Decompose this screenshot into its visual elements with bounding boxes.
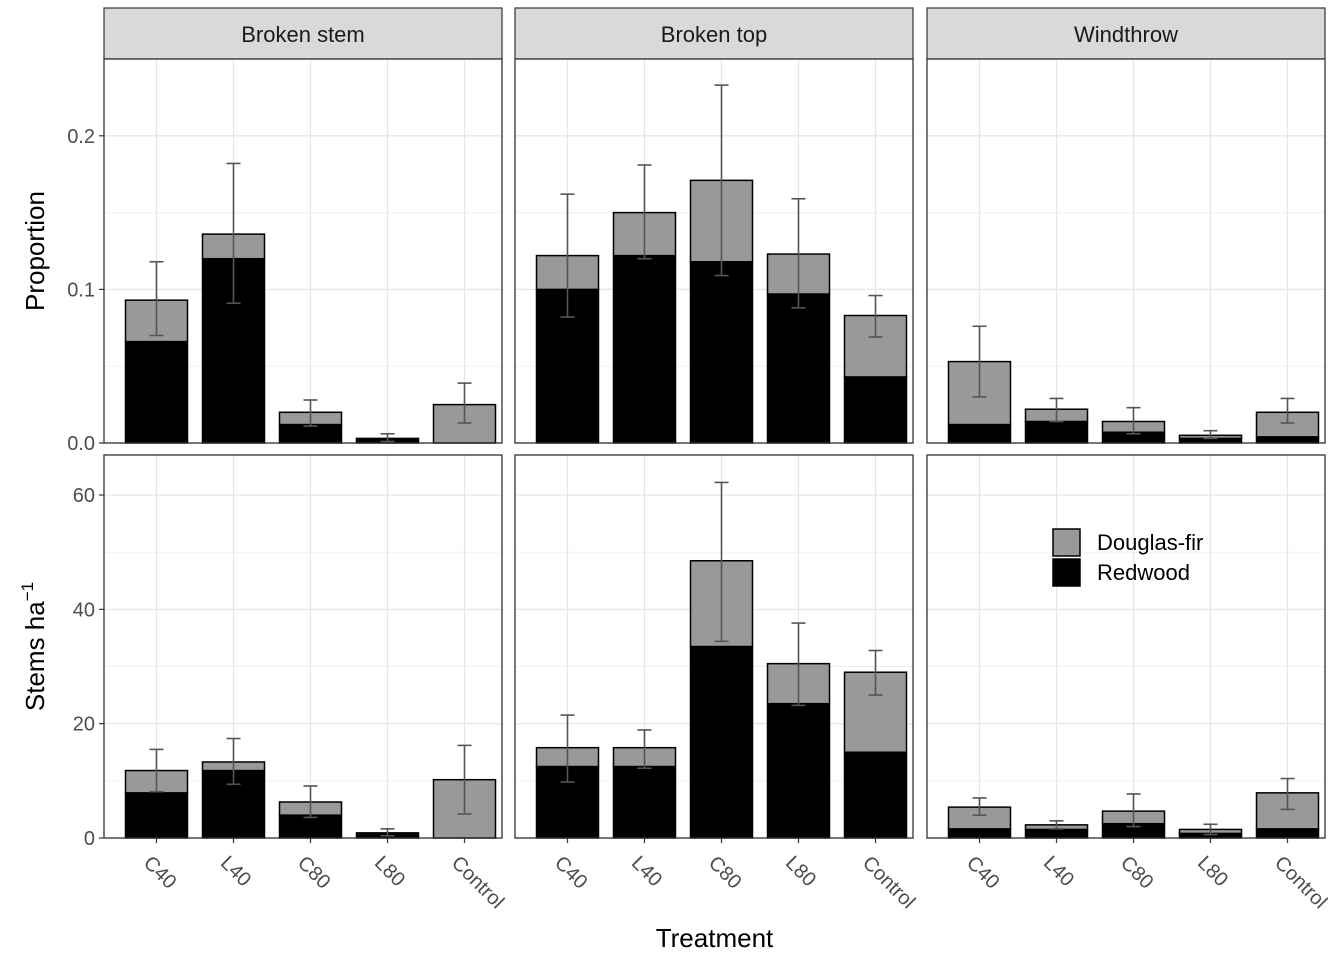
x-tick-label: Control: [447, 852, 508, 913]
panel-border: [103, 454, 503, 839]
y-tick-label: 60: [73, 485, 95, 507]
legend-key: [1052, 528, 1081, 557]
y-axis-title-superscript: −1: [18, 582, 37, 601]
legend-key: [1052, 558, 1081, 587]
x-tick-label: Control: [1270, 852, 1331, 913]
bar-redwood: [612, 254, 677, 444]
y-axis-title-main: Stems ha: [20, 601, 50, 711]
bar-redwood: [947, 423, 1012, 444]
x-tick-label: C80: [704, 852, 746, 894]
bar-redwood: [766, 702, 831, 839]
panel-border: [103, 58, 503, 444]
x-tick-label: Control: [858, 852, 919, 913]
x-tick-label: L80: [781, 852, 820, 891]
panel-border: [514, 454, 914, 839]
bar-redwood: [689, 261, 754, 444]
bar-redwood: [1024, 828, 1089, 839]
panel-border: [926, 454, 1326, 839]
bar-redwood: [1255, 436, 1320, 444]
bar-redwood: [766, 293, 831, 444]
y-tick-label: 20: [73, 714, 95, 736]
bar-redwood: [843, 376, 908, 444]
y-axis-title: Proportion: [20, 191, 50, 311]
x-tick-label: L80: [1193, 852, 1232, 891]
facet-strip: [514, 7, 914, 60]
facet-strip: [103, 7, 503, 60]
facet-strip-label: Broken stem: [241, 22, 365, 47]
legend-label: Redwood: [1097, 560, 1190, 585]
x-tick-label: C40: [962, 852, 1004, 894]
bar-redwood: [1255, 828, 1320, 839]
x-tick-label: C40: [139, 852, 181, 894]
y-axis-title: Stems ha−1: [18, 582, 50, 711]
facet-strip-label: Broken top: [661, 22, 767, 47]
x-tick-label: C80: [293, 852, 335, 894]
panel-border: [514, 58, 914, 444]
facet-strip-label: Windthrow: [1074, 22, 1178, 47]
x-axis-title: Treatment: [656, 923, 774, 953]
y-tick-label: 0.0: [67, 433, 95, 455]
x-tick-label: C40: [550, 852, 592, 894]
legend-label: Douglas-fir: [1097, 530, 1203, 555]
y-tick-label: 40: [73, 599, 95, 621]
panel-background: [927, 455, 1325, 838]
x-tick-label: L40: [1039, 852, 1078, 891]
bar-redwood: [124, 792, 189, 839]
y-tick-label: 0.1: [67, 279, 95, 301]
y-tick-label: 0: [84, 828, 95, 850]
x-tick-label: L40: [216, 852, 255, 891]
bar-redwood: [612, 765, 677, 839]
y-tick-label: 0.2: [67, 126, 95, 148]
bar-redwood: [278, 814, 343, 839]
bar-redwood: [947, 828, 1012, 839]
x-tick-label: L40: [627, 852, 666, 891]
y-axis-title-main: Proportion: [20, 191, 50, 311]
x-tick-label: L80: [370, 852, 409, 891]
panel-border: [926, 58, 1326, 444]
x-tick-label: C80: [1116, 852, 1158, 894]
bar-redwood: [124, 340, 189, 444]
bar-redwood: [689, 645, 754, 839]
bar-redwood: [1024, 420, 1089, 444]
bar-redwood: [535, 765, 600, 839]
bar-redwood: [278, 423, 343, 444]
bar-redwood: [843, 751, 908, 839]
facet-strip: [926, 7, 1326, 60]
